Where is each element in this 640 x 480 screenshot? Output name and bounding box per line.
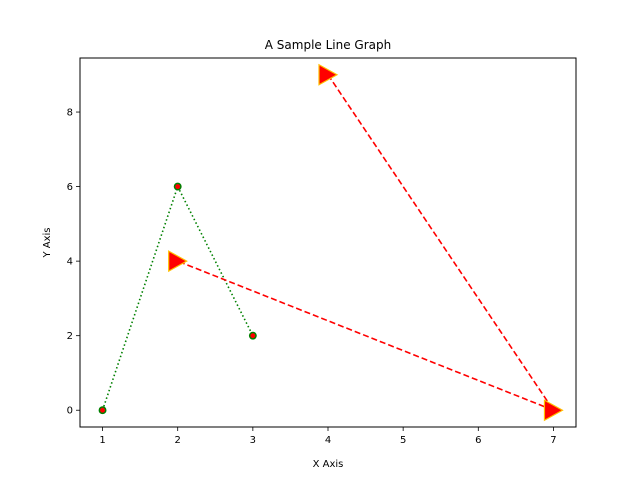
y-tick-label: 2: [67, 331, 73, 342]
plot-layer: [98, 63, 564, 422]
x-tick-label: 1: [99, 435, 105, 446]
series-2-point: [318, 63, 339, 86]
series-2-point: [543, 399, 564, 422]
y-axis-label: Y Axis: [42, 227, 53, 258]
x-tick-label: 5: [400, 435, 406, 446]
series-1: [98, 182, 257, 415]
series-1-point: [173, 182, 182, 191]
series-2-line: [177, 74, 556, 412]
y-tick-label: 6: [67, 182, 73, 193]
plot-frame: [79, 57, 577, 428]
series-1-line: [101, 184, 254, 411]
series-2-point: [168, 250, 188, 273]
x-tick-label: 4: [325, 435, 331, 446]
y-tick-label: 0: [67, 406, 73, 417]
y-axis-ticks: 0 2 4 6 8: [67, 108, 80, 417]
x-tick-label: 2: [175, 435, 181, 446]
x-tick-label: 3: [250, 435, 256, 446]
x-tick-label: 7: [550, 435, 556, 446]
chart-title: A Sample Line Graph: [265, 38, 391, 52]
x-axis-ticks: 1 2 3 4 5 6 7: [99, 427, 557, 446]
series-1-point: [98, 406, 107, 415]
series-2: [168, 63, 564, 422]
x-tick-label: 6: [475, 435, 481, 446]
y-tick-label: 4: [67, 257, 73, 268]
x-axis-label: X Axis: [313, 459, 344, 470]
series-1-point: [248, 331, 257, 340]
y-tick-label: 8: [67, 108, 73, 119]
